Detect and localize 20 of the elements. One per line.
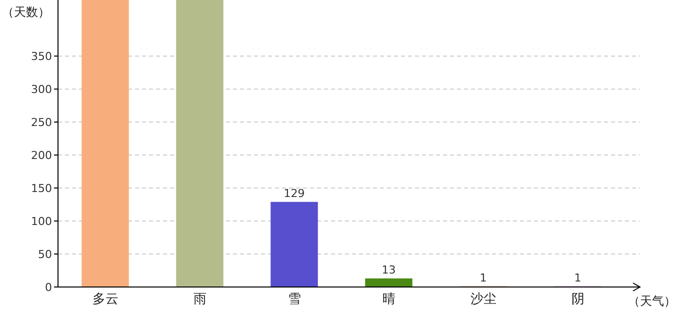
y-tick-label: 300	[31, 83, 52, 96]
x-tick-label: 雨	[193, 292, 206, 307]
y-tick-label: 350	[31, 50, 52, 64]
y-tick-label: 250	[31, 116, 52, 130]
y-tick-label: 0	[45, 281, 52, 294]
y-tick-label: 100	[31, 215, 52, 228]
y-axis-title: （天数）	[2, 5, 50, 19]
x-tick-label: 雪	[288, 292, 301, 307]
data-label: 13	[382, 263, 396, 276]
x-tick-label: 沙尘	[470, 292, 496, 307]
data-label: 1	[574, 271, 582, 284]
y-tick-label: 150	[31, 182, 52, 196]
y-tick-label: 200	[31, 149, 52, 162]
x-axis-title: （天气）	[628, 294, 676, 308]
x-tick-label: 阴	[571, 292, 584, 307]
data-label: 129	[284, 186, 305, 200]
data-label: 1	[480, 271, 487, 284]
x-tick-label: 晴	[382, 292, 396, 307]
x-tick-label: 多云	[92, 292, 118, 307]
y-tick-label: 50	[38, 248, 52, 262]
